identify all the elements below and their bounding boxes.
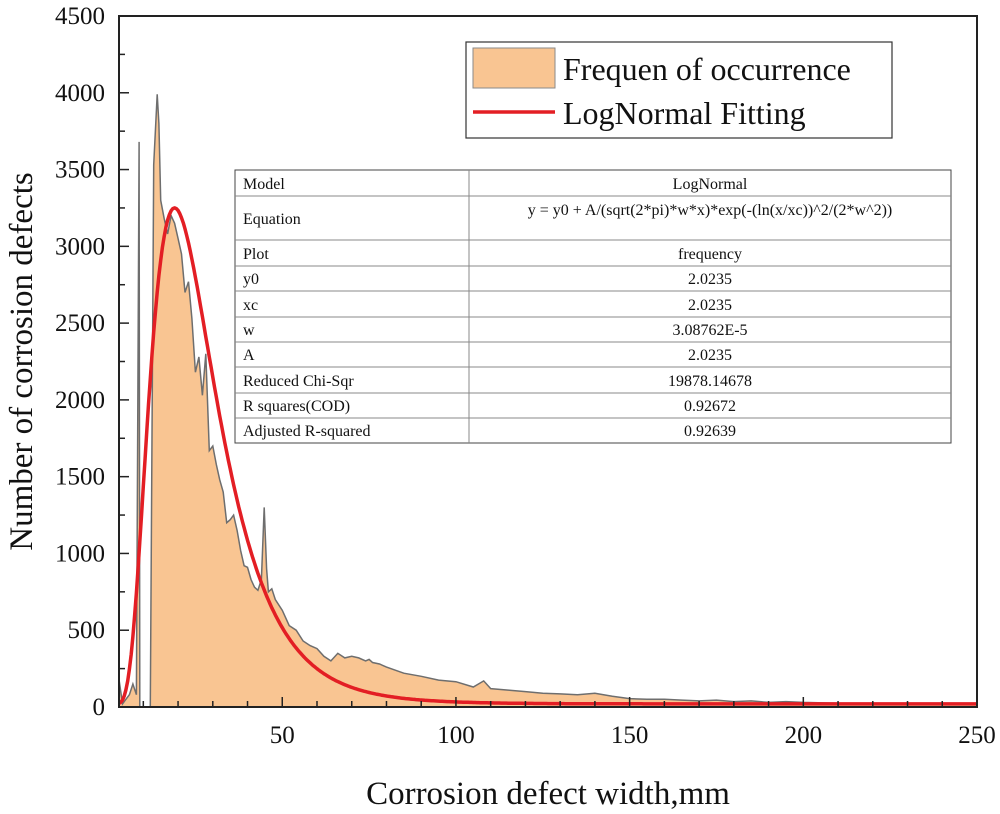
- fit-table-label: y0: [243, 271, 259, 288]
- fit-table-label: Adjusted R-squared: [243, 423, 371, 440]
- y-tick-label: 3000: [55, 233, 105, 260]
- fit-table-value: 0.92639: [684, 423, 736, 440]
- y-tick-label: 1000: [55, 540, 105, 567]
- y-tick-label: 500: [68, 617, 106, 644]
- fit-table-label: Model: [243, 176, 285, 193]
- fit-table-value: LogNormal: [673, 176, 748, 193]
- x-axis: 50 100 150 200 250: [142, 697, 996, 749]
- fit-table-value: 3.08762E-5: [672, 322, 747, 339]
- y-axis: 0 500 1000 1500 2000 2500 3000 3500 4000 4500: [55, 3, 129, 721]
- fit-table-value: 19878.14678: [668, 373, 752, 390]
- y-tick-label: 3500: [55, 157, 105, 184]
- y-tick-label: 2500: [55, 310, 105, 337]
- frequency-area-layer: [118, 94, 978, 708]
- y-axis-title: Number of corrosion defects: [4, 172, 40, 550]
- y-tick-label: 2000: [55, 387, 105, 414]
- lognormal-fit-curve: [118, 206, 978, 706]
- fit-table-value: frequency: [678, 246, 742, 263]
- fit-table-value: 2.0235: [688, 271, 732, 288]
- y-tick-label: 4500: [55, 3, 105, 30]
- x-axis-title: Corrosion defect width,mm: [366, 776, 730, 812]
- fit-table-label: Plot: [243, 246, 269, 263]
- fit-table-label: Reduced Chi-Sqr: [243, 373, 354, 390]
- lognormal-fit-layer: [118, 206, 978, 706]
- fit-table-value: 2.0235: [688, 347, 732, 364]
- fit-table-label: A: [243, 347, 255, 364]
- fit-table-label: xc: [243, 297, 258, 314]
- x-tick-label: 50: [270, 722, 295, 749]
- x-tick-label: 100: [437, 722, 475, 749]
- legend-swatch-frequency: [472, 47, 556, 89]
- x-tick-label: 250: [958, 722, 996, 749]
- y-tick-label: 4000: [55, 80, 105, 107]
- fit-table-value: y = y0 + A/(sqrt(2*pi)*w*x)*exp(-(ln(x/x…: [528, 202, 893, 219]
- fit-table-value: 2.0235: [688, 297, 732, 314]
- y-tick-label: 1500: [55, 464, 105, 491]
- fit-table-frame: [234, 169, 952, 444]
- y-tick-label: 0: [93, 694, 106, 721]
- legend-label-lognormal: LogNormal Fitting: [563, 95, 806, 131]
- fit-table-label: w: [243, 322, 255, 339]
- fit-table-label: R squares(COD): [243, 398, 350, 415]
- fit-parameter-table: Model LogNormal Equation y = y0 + A/(sqrt(2…: [234, 169, 952, 444]
- fit-table-value: 0.92672: [684, 398, 736, 415]
- frequency-area: [119, 94, 977, 708]
- legend-label-frequency: Frequen of occurrence: [563, 51, 851, 87]
- fit-table-label: Equation: [243, 211, 301, 228]
- frequency-outline: [118, 94, 978, 708]
- x-tick-label: 150: [611, 722, 649, 749]
- x-tick-label: 200: [785, 722, 823, 749]
- legend: Frequen of occurrence LogNormal Fitting: [465, 41, 893, 139]
